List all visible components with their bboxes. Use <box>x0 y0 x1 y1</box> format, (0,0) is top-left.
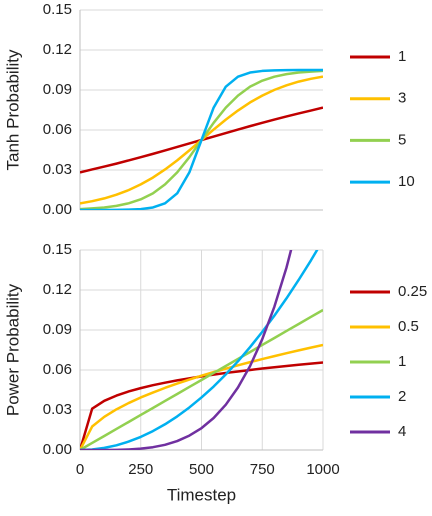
legend-label: 1 <box>398 353 406 370</box>
x-tick-label: 750 <box>250 461 275 478</box>
y-tick-label: 0.06 <box>43 121 72 138</box>
y-tick-label: 0.00 <box>43 441 72 458</box>
legend-label: 4 <box>398 423 406 440</box>
legend-label: 1 <box>398 48 406 65</box>
legend-label: 5 <box>398 131 406 148</box>
data-line <box>80 68 323 210</box>
legend-label: 10 <box>398 173 415 190</box>
y-axis-label: Tanh Probability <box>3 49 22 170</box>
data-line <box>80 343 323 450</box>
legend-label: 3 <box>398 90 406 107</box>
y-tick-label: 0.00 <box>43 201 72 218</box>
data-line <box>80 250 319 450</box>
data-line <box>80 250 293 450</box>
x-tick-label: 500 <box>189 461 214 478</box>
y-tick-label: 0.03 <box>43 401 72 418</box>
y-tick-label: 0.03 <box>43 161 72 178</box>
y-tick-label: 0.09 <box>43 321 72 338</box>
y-tick-label: 0.12 <box>43 281 72 298</box>
x-axis-label: Timestep <box>167 485 236 504</box>
data-line <box>80 308 323 450</box>
y-axis-label: Power Probability <box>3 283 22 416</box>
x-tick-label: 1000 <box>306 461 339 478</box>
x-tick-label: 0 <box>76 461 84 478</box>
y-tick-label: 0.09 <box>43 81 72 98</box>
y-tick-label: 0.12 <box>43 41 72 58</box>
legend-label: 2 <box>398 388 406 405</box>
y-tick-label: 0.15 <box>43 241 72 258</box>
x-tick-label: 250 <box>128 461 153 478</box>
y-tick-label: 0.15 <box>43 1 72 18</box>
legend-label: 0.25 <box>398 283 427 300</box>
y-tick-label: 0.06 <box>43 361 72 378</box>
legend-label: 0.5 <box>398 318 419 335</box>
